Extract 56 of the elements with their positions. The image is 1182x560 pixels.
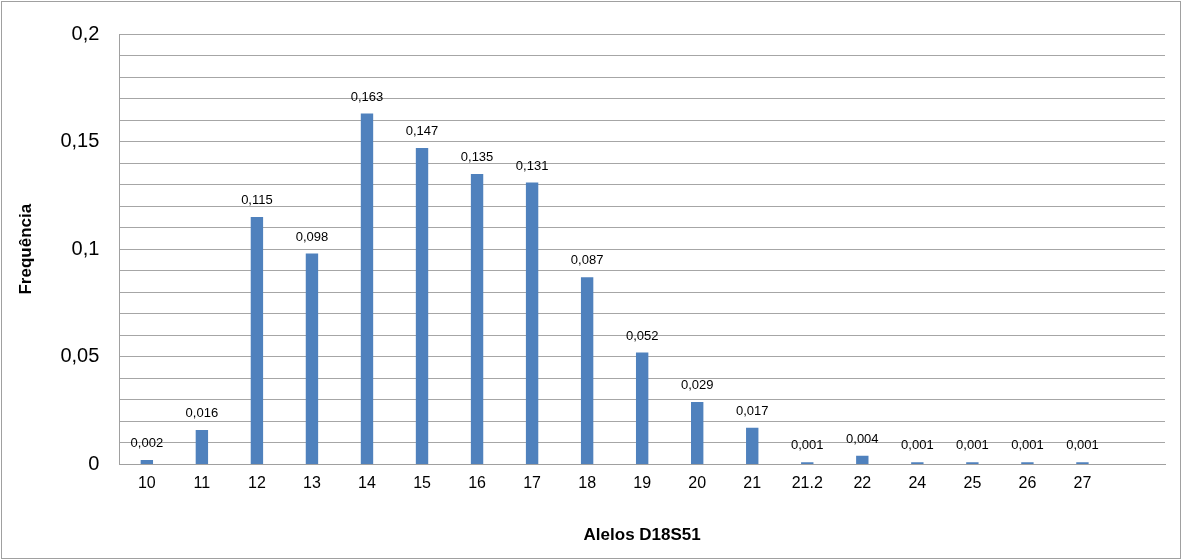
data-label: 0,087 xyxy=(570,252,604,268)
bar xyxy=(195,429,209,464)
x-tick-label: 15 xyxy=(413,474,432,492)
bar xyxy=(746,427,759,464)
data-label: 0,002 xyxy=(130,435,164,451)
x-tick-label: 12 xyxy=(248,474,266,492)
x-tick-label: 16 xyxy=(468,474,487,492)
y-tick-label: 0,05 xyxy=(60,344,100,367)
x-tick-label: 21 xyxy=(743,474,762,492)
x-tick-label: 25 xyxy=(963,474,982,492)
y-tick-label: 0,2 xyxy=(71,21,100,44)
x-tick-label: 20 xyxy=(688,474,707,492)
y-tick-label: 0 xyxy=(88,451,100,474)
x-tick-label: 14 xyxy=(358,474,376,492)
data-label: 0,131 xyxy=(515,157,549,173)
bar xyxy=(525,182,539,464)
data-label: 0,029 xyxy=(680,377,714,393)
x-tick-label: 13 xyxy=(303,474,321,492)
data-label: 0,001 xyxy=(901,437,934,453)
data-label: 0,115 xyxy=(241,192,273,207)
y-axis-title: Frequência xyxy=(15,203,35,295)
x-tick-label: 22 xyxy=(853,474,872,492)
x-tick-label: 19 xyxy=(633,474,652,492)
bar xyxy=(360,113,374,464)
data-label: 0,017 xyxy=(735,402,769,418)
x-tick-label: 10 xyxy=(137,474,156,492)
data-label: 0,052 xyxy=(625,327,659,343)
bar xyxy=(250,216,264,464)
bar xyxy=(635,352,649,464)
x-tick-label: 11 xyxy=(193,474,211,492)
data-label: 0,004 xyxy=(846,430,879,446)
data-label: 0,016 xyxy=(185,405,219,421)
x-tick-label: 21.2 xyxy=(791,474,823,492)
bar xyxy=(140,460,154,464)
x-tick-label: 17 xyxy=(523,474,542,492)
x-tick-label: 24 xyxy=(908,474,927,492)
bar xyxy=(691,401,704,464)
y-tick-label: 0,15 xyxy=(60,129,100,152)
data-label: 0,163 xyxy=(350,88,384,104)
data-label: 0,001 xyxy=(791,437,824,453)
y-tick-label: 0,1 xyxy=(71,236,100,259)
x-tick-label: 18 xyxy=(578,474,597,492)
bar xyxy=(305,253,319,464)
x-tick-label: 26 xyxy=(1018,474,1037,492)
bar xyxy=(470,173,484,464)
data-label: 0,098 xyxy=(295,228,329,244)
data-label: 0,135 xyxy=(460,148,494,164)
data-label: 0,001 xyxy=(1011,437,1044,453)
x-tick-label: 27 xyxy=(1073,474,1092,492)
data-label: 0,001 xyxy=(956,437,989,453)
x-axis-title: Alelos D18S51 xyxy=(583,525,701,545)
data-label: 0,001 xyxy=(1066,437,1099,453)
bar xyxy=(856,455,869,464)
data-label: 0,147 xyxy=(405,123,439,139)
bar xyxy=(580,277,594,464)
bar xyxy=(415,148,429,464)
